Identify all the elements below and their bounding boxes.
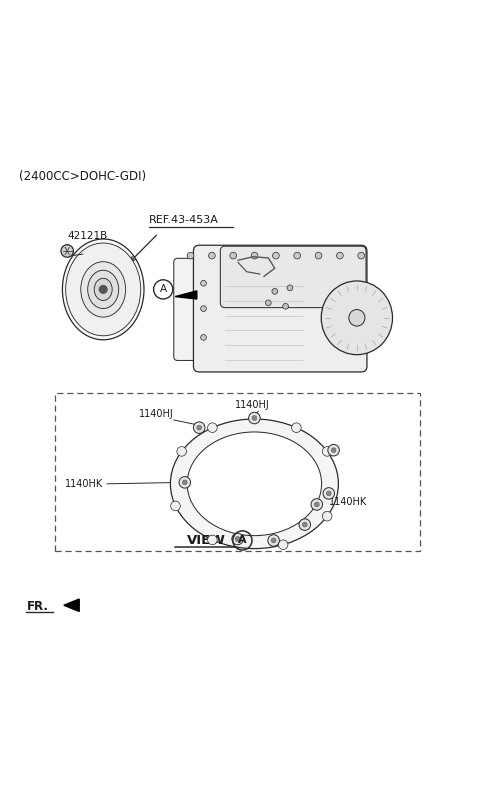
Circle shape [323,487,335,499]
Text: REF.43-453A: REF.43-453A [149,215,219,224]
Circle shape [315,252,322,259]
Ellipse shape [81,261,126,317]
Text: 1140HJ: 1140HJ [235,401,270,410]
Circle shape [208,423,217,432]
Text: A: A [160,284,167,295]
Text: 1140HK: 1140HK [65,479,103,489]
Circle shape [182,480,187,485]
Circle shape [331,448,336,453]
Circle shape [323,511,332,521]
Circle shape [323,446,332,456]
Ellipse shape [94,278,112,300]
Circle shape [358,252,365,259]
Ellipse shape [62,239,144,340]
Text: 1140HJ: 1140HJ [139,409,174,419]
Circle shape [302,522,307,527]
Ellipse shape [187,432,322,536]
Circle shape [249,412,260,423]
Circle shape [287,285,293,291]
Circle shape [271,538,276,543]
Circle shape [292,423,301,432]
FancyBboxPatch shape [174,258,242,360]
Circle shape [179,476,191,488]
Circle shape [207,535,217,545]
Circle shape [197,425,202,430]
Polygon shape [175,291,197,299]
Text: A: A [238,536,247,545]
Text: FR.: FR. [26,600,48,613]
Circle shape [230,252,237,259]
Ellipse shape [170,419,338,548]
Circle shape [311,498,323,510]
Text: 1140HK: 1140HK [329,497,367,506]
Circle shape [278,540,288,550]
Ellipse shape [349,310,365,326]
Circle shape [268,535,279,546]
Circle shape [235,536,240,541]
Circle shape [294,252,300,259]
Text: 42121B: 42121B [67,231,108,242]
Circle shape [232,533,243,545]
Text: 45000A: 45000A [245,255,285,265]
Circle shape [252,416,257,420]
Circle shape [187,252,194,259]
Circle shape [265,300,271,306]
Ellipse shape [321,281,393,355]
Circle shape [201,306,206,311]
FancyBboxPatch shape [193,245,367,372]
FancyBboxPatch shape [220,246,366,307]
Circle shape [201,334,206,340]
Circle shape [314,502,319,507]
Circle shape [326,491,331,496]
Circle shape [273,252,279,259]
Text: VIEW: VIEW [187,534,226,547]
Circle shape [177,446,186,456]
Text: (2400CC>DOHC-GDI): (2400CC>DOHC-GDI) [19,171,146,183]
Circle shape [201,280,206,286]
Ellipse shape [88,270,119,309]
Circle shape [336,252,343,259]
Circle shape [328,445,339,456]
Ellipse shape [66,243,141,336]
Bar [55,393,420,551]
Circle shape [299,519,311,530]
Circle shape [208,252,215,259]
Circle shape [61,245,73,258]
Circle shape [251,252,258,259]
Circle shape [272,288,278,294]
Circle shape [193,422,205,434]
Circle shape [283,303,288,309]
Polygon shape [64,599,79,611]
Circle shape [171,501,180,511]
Circle shape [99,285,107,293]
